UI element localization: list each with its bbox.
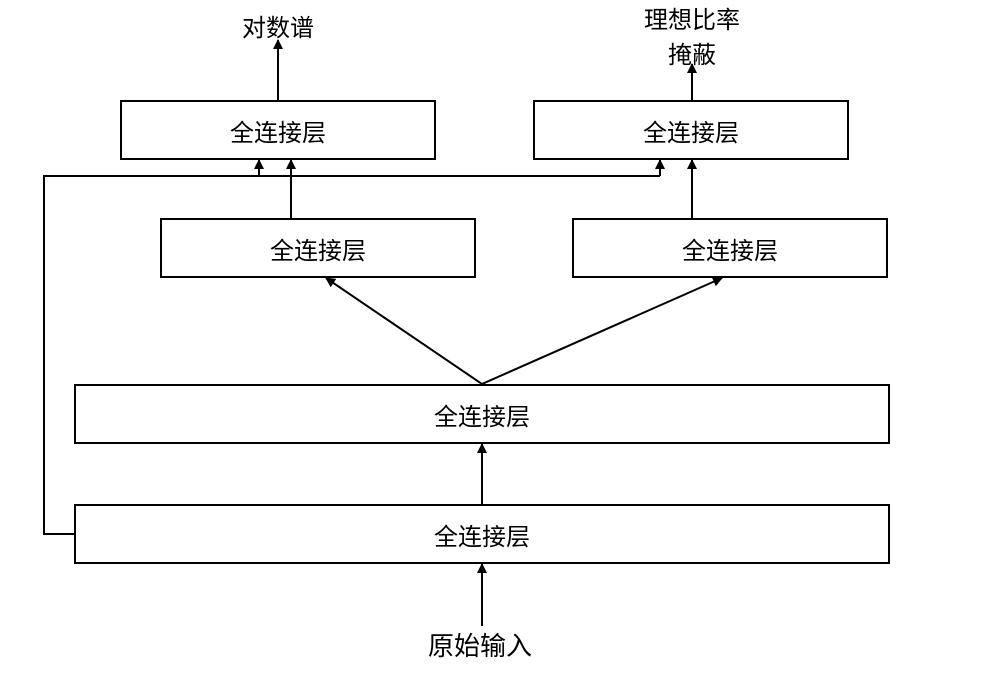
fc_shared-label: 全连接层 <box>434 397 530 432</box>
fc_mid_right: 全连接层 <box>572 218 888 278</box>
fc_mid_right-label: 全连接层 <box>682 231 778 266</box>
fc_top_right-label: 全连接层 <box>643 113 739 148</box>
out_right-text: 理想比率 掩蔽 <box>644 7 740 69</box>
out_right: 理想比率 掩蔽 <box>587 0 797 70</box>
out_left: 对数谱 <box>173 8 383 43</box>
fc_top_left: 全连接层 <box>120 100 436 160</box>
fc_top_right: 全连接层 <box>533 100 849 160</box>
out_left-text: 对数谱 <box>242 15 314 42</box>
edge <box>482 278 722 384</box>
fc_top_left-label: 全连接层 <box>230 113 326 148</box>
fc_input-label: 全连接层 <box>434 517 530 552</box>
input_label: 原始输入 <box>380 626 580 663</box>
edge <box>326 278 482 384</box>
fc_shared: 全连接层 <box>74 384 890 444</box>
fc_mid_left-label: 全连接层 <box>270 231 366 266</box>
fc_mid_left: 全连接层 <box>160 218 476 278</box>
fc_input: 全连接层 <box>74 504 890 564</box>
input_label-text: 原始输入 <box>428 631 532 661</box>
